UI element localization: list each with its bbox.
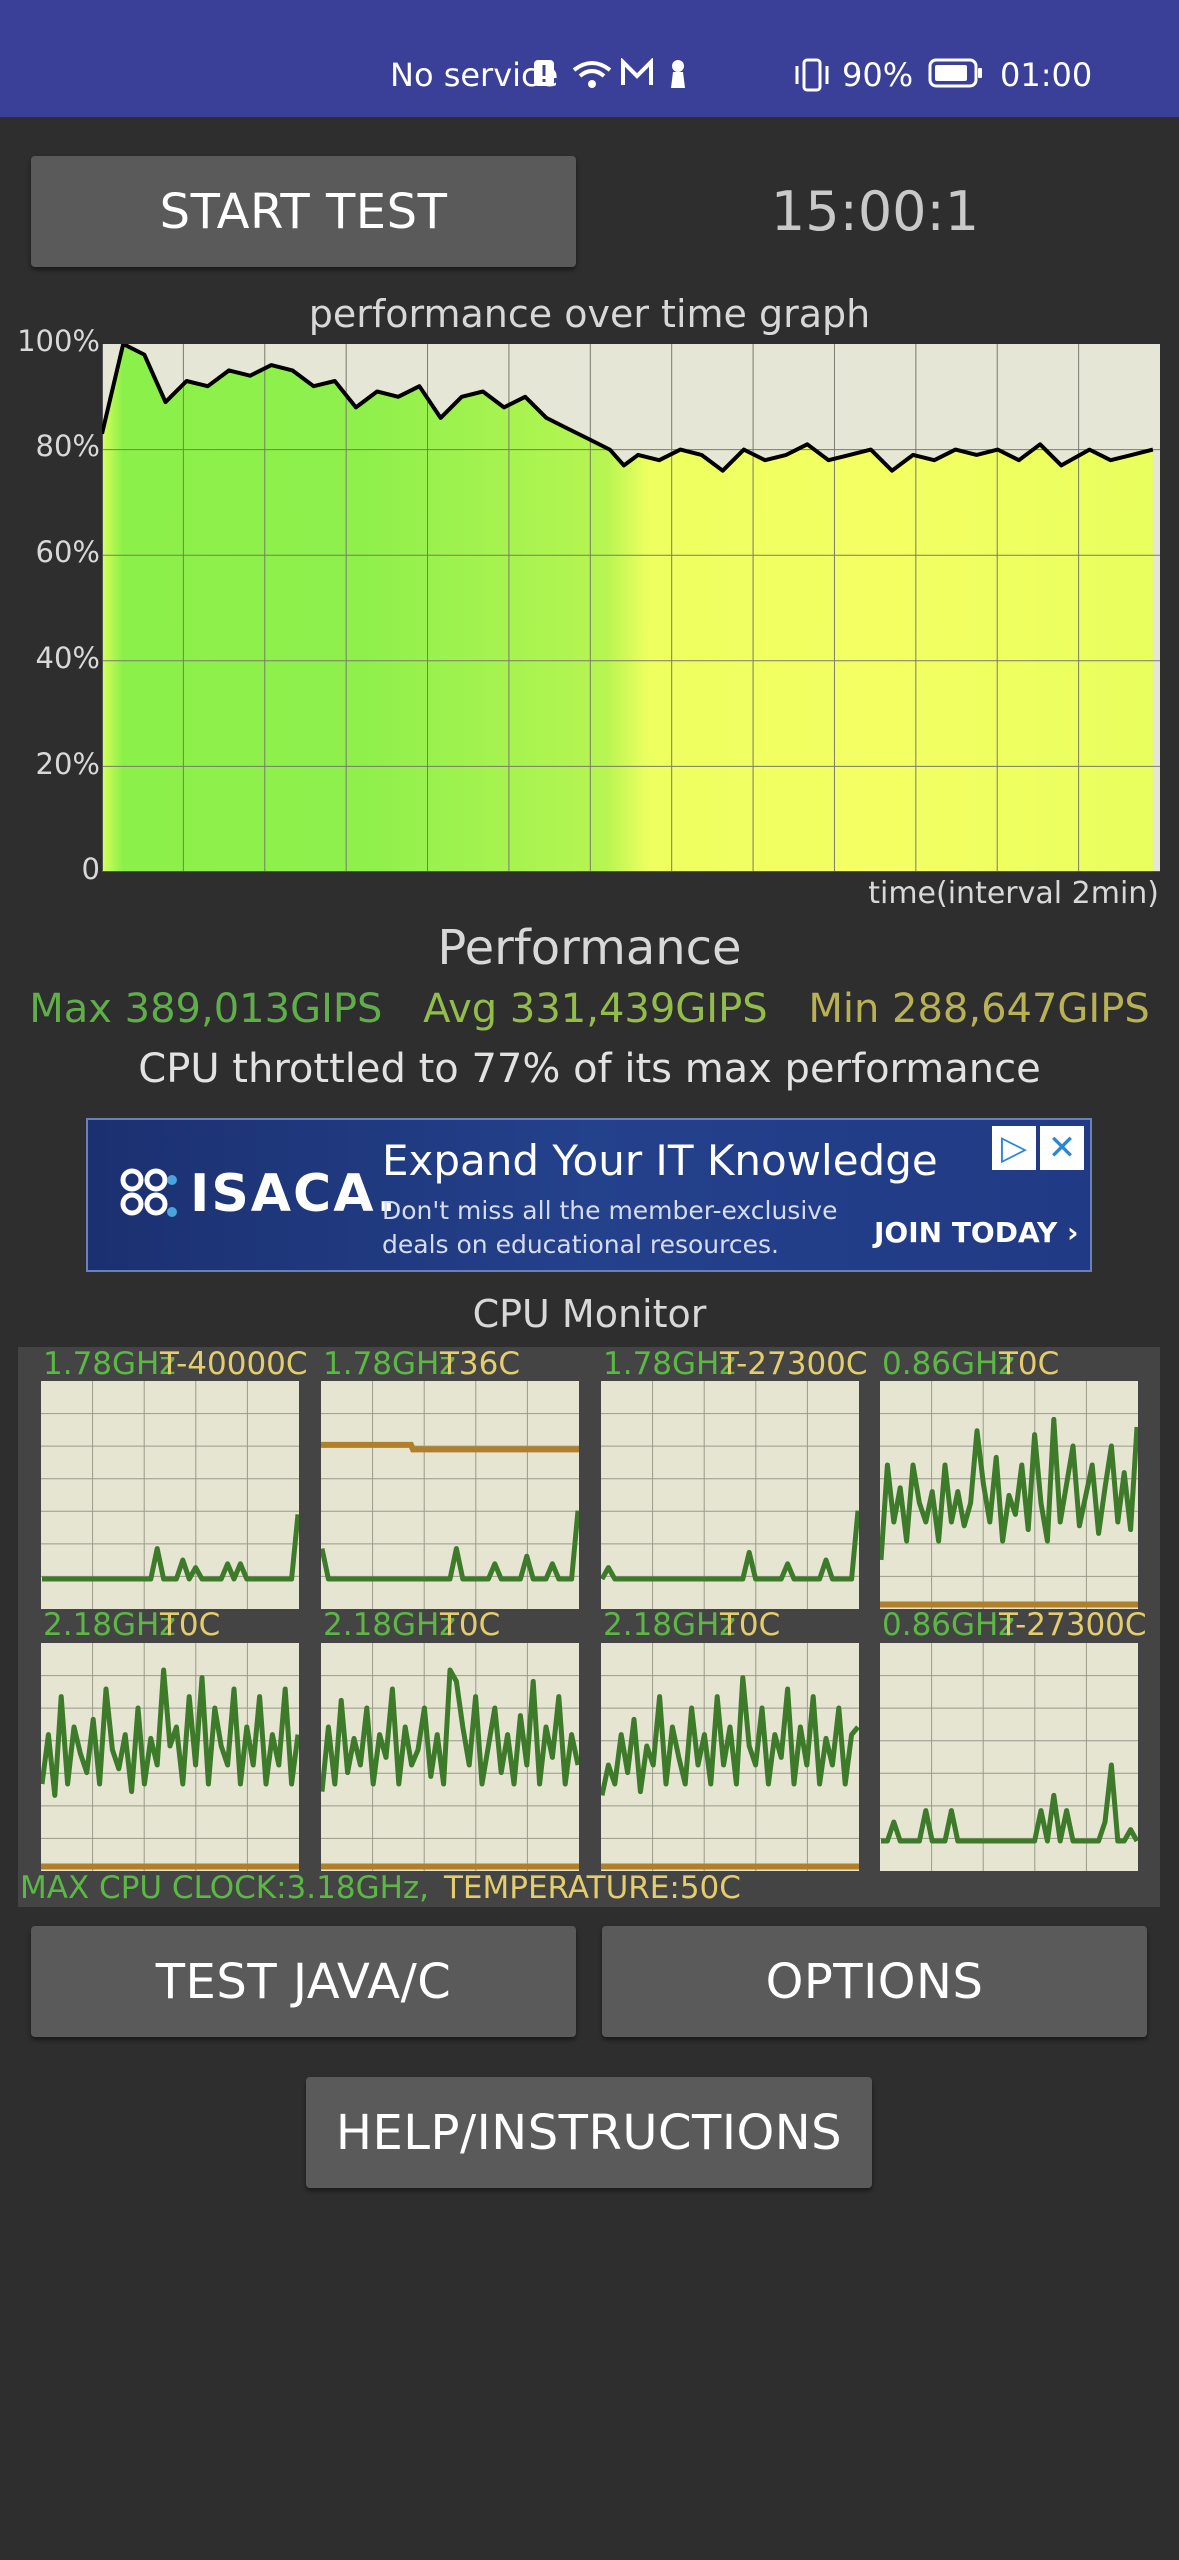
mail-icon (621, 58, 653, 85)
ad-brand: ISACA. (190, 1164, 399, 1224)
core-temperature-line (321, 1441, 579, 1453)
x-axis-label: time(interval 2min) (868, 876, 1159, 911)
core-frequency: 0.86GHz (882, 1346, 1015, 1382)
min-gips: Min 288,647GIPS (808, 986, 1150, 1032)
y-tick-label: 40% (35, 641, 100, 675)
performance-stats: Max 389,013GIPS Avg 331,439GIPS Min 288,… (0, 986, 1179, 1032)
core-temperature: T0C (440, 1607, 501, 1643)
core-load-line (321, 1667, 579, 1792)
test-timer: 15:00:1 (770, 180, 980, 243)
core-frequency: 2.18GHz (43, 1607, 176, 1643)
avg-gips: Avg 331,439GIPS (423, 986, 768, 1032)
core-graph-bg (41, 1381, 299, 1609)
core-load-line (42, 1514, 299, 1582)
core-load-line (321, 1510, 579, 1582)
ad-headline: Expand Your IT Knowledge (382, 1136, 938, 1185)
ad-close-icon[interactable]: ✕ (1040, 1126, 1084, 1170)
y-tick-label: 80% (35, 429, 100, 463)
core-load-graph (601, 1643, 859, 1871)
core-load-graph (321, 1381, 579, 1609)
ad-join-button[interactable]: JOIN TODAY › (874, 1216, 1079, 1249)
core-load-graph (880, 1381, 1138, 1609)
max-cpu-clock: MAX CPU CLOCK:3.18GHz, (20, 1870, 430, 1906)
battery-icon (928, 58, 982, 88)
core-temperature: T-40000C (160, 1346, 308, 1382)
core-load-line (880, 1416, 1138, 1561)
carrier-text: No service (390, 56, 559, 94)
core-temperature: T0C (720, 1607, 781, 1643)
performance-title: Performance (437, 920, 742, 976)
core-graph-bg (601, 1381, 859, 1609)
help-instructions-button[interactable]: HELP/INSTRUCTIONS (306, 2077, 872, 2188)
core-frequency: 1.78GHz (323, 1346, 456, 1382)
core-load-graph (880, 1643, 1138, 1871)
core-frequency: 0.86GHz (882, 1607, 1015, 1643)
clock: 01:00 (1000, 56, 1093, 94)
y-tick-label: 100% (17, 324, 100, 358)
performance-graph (102, 344, 1160, 872)
test-java-c-button[interactable]: TEST JAVA/C (31, 1926, 576, 2037)
ad-subline-1: Don't miss all the member-exclusive (382, 1196, 838, 1225)
temperature: TEMPERATURE:50C (444, 1870, 741, 1906)
vibrate-icon (795, 58, 829, 92)
wifi-icon (572, 61, 612, 88)
y-tick-label: 0 (81, 852, 100, 886)
core-temperature: T36C (440, 1346, 521, 1382)
ad-banner[interactable]: ISACA. Expand Your IT Knowledge Don't mi… (86, 1118, 1092, 1272)
core-temperature: T0C (160, 1607, 221, 1643)
options-button[interactable]: OPTIONS (602, 1926, 1147, 2037)
core-load-graph (41, 1381, 299, 1609)
core-frequency: 2.18GHz (603, 1607, 736, 1643)
core-load-line (601, 1510, 859, 1582)
core-load-graph (321, 1643, 579, 1871)
y-tick-label: 20% (35, 747, 100, 781)
cpu-monitor-title: CPU Monitor (472, 1292, 707, 1336)
throttle-text: CPU throttled to 77% of its max performa… (138, 1046, 1041, 1092)
keyhole-icon (671, 60, 685, 88)
start-test-button[interactable]: START TEST (31, 156, 576, 267)
ad-info-icon[interactable]: ▷ (992, 1126, 1036, 1170)
performance-area (102, 344, 1153, 872)
core-temperature: T0C (999, 1346, 1060, 1382)
core-load-line (41, 1667, 299, 1798)
core-temperature: T-27300C (720, 1346, 868, 1382)
max-gips: Max 389,013GIPS (29, 986, 383, 1032)
core-load-line (601, 1675, 859, 1796)
isaca-logo-icon (120, 1168, 177, 1217)
core-temperature: T-27300C (999, 1607, 1147, 1643)
core-frequency: 1.78GHz (603, 1346, 736, 1382)
ad-subline-2: deals on educational resources. (382, 1230, 779, 1259)
alert-icon (534, 60, 554, 86)
status-bar: No service 90% 01:00 (0, 0, 1179, 117)
ad-subline: Don't miss all the member-exclusive deal… (382, 1194, 837, 1262)
core-load-line (881, 1762, 1138, 1844)
core-frequency: 2.18GHz (323, 1607, 456, 1643)
graph-title: performance over time graph (308, 292, 871, 336)
core-load-graph (41, 1643, 299, 1871)
battery-percent: 90% (842, 56, 914, 94)
core-frequency: 1.78GHz (43, 1346, 176, 1382)
y-tick-label: 60% (35, 535, 100, 569)
core-load-graph (601, 1381, 859, 1609)
